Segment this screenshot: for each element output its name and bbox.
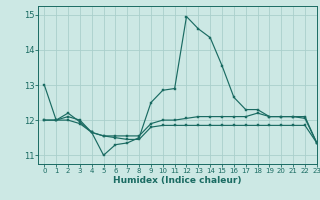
X-axis label: Humidex (Indice chaleur): Humidex (Indice chaleur) — [113, 176, 242, 185]
